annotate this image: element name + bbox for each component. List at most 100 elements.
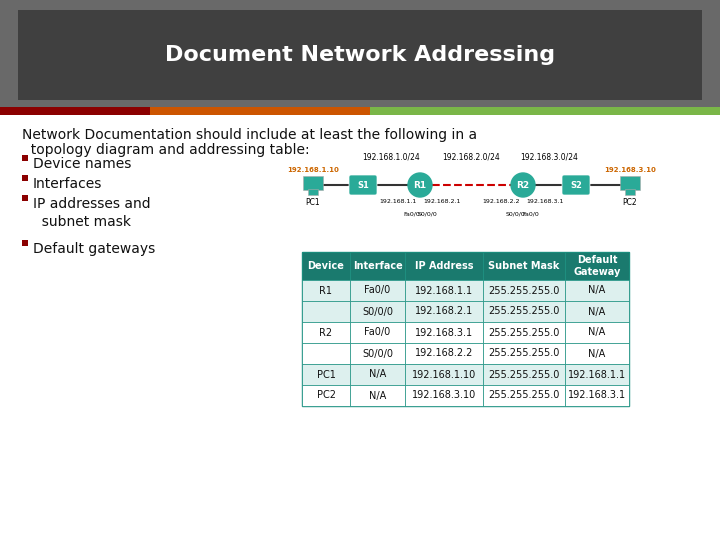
- Bar: [405, 364, 483, 385]
- Bar: [308, 189, 318, 195]
- Text: Device names: Device names: [33, 157, 131, 171]
- Bar: [302, 301, 350, 322]
- Text: 192.168.1.0/24: 192.168.1.0/24: [363, 152, 420, 161]
- Text: 255.255.255.0: 255.255.255.0: [488, 369, 559, 380]
- Text: PC1: PC1: [306, 198, 320, 207]
- Bar: [22, 195, 28, 201]
- Text: 192.168.1.1: 192.168.1.1: [415, 286, 473, 295]
- Text: Default
Gateway: Default Gateway: [573, 255, 621, 277]
- Text: Fa0/0: Fa0/0: [364, 286, 391, 295]
- Text: 192.168.2.2: 192.168.2.2: [482, 199, 520, 204]
- Text: 192.168.3.10: 192.168.3.10: [604, 167, 656, 173]
- Bar: [302, 385, 350, 406]
- Text: N/A: N/A: [588, 286, 606, 295]
- Text: Fa0/0: Fa0/0: [404, 211, 420, 216]
- Bar: [483, 280, 565, 301]
- Bar: [483, 322, 565, 343]
- Text: 192.168.3.1: 192.168.3.1: [568, 390, 626, 401]
- Text: 192.168.1.1: 192.168.1.1: [568, 369, 626, 380]
- Text: N/A: N/A: [369, 369, 386, 380]
- Text: R2: R2: [320, 327, 333, 338]
- Bar: [483, 301, 565, 322]
- Bar: [370, 107, 720, 115]
- Bar: [302, 322, 350, 343]
- Text: R1: R1: [320, 286, 333, 295]
- Text: IP Address: IP Address: [415, 261, 473, 271]
- Bar: [0, 107, 150, 115]
- Bar: [483, 343, 565, 364]
- Text: 255.255.255.0: 255.255.255.0: [488, 286, 559, 295]
- Bar: [405, 301, 483, 322]
- Text: S0/0/0: S0/0/0: [362, 348, 393, 359]
- Bar: [302, 252, 350, 280]
- Bar: [565, 280, 629, 301]
- Text: N/A: N/A: [369, 390, 386, 401]
- Text: S0/0/0: S0/0/0: [418, 211, 438, 216]
- Text: N/A: N/A: [588, 348, 606, 359]
- Bar: [350, 385, 405, 406]
- Text: 255.255.255.0: 255.255.255.0: [488, 327, 559, 338]
- Bar: [302, 364, 350, 385]
- Bar: [22, 175, 28, 181]
- Bar: [22, 155, 28, 161]
- Text: 255.255.255.0: 255.255.255.0: [488, 348, 559, 359]
- Bar: [620, 176, 640, 190]
- Text: R1: R1: [413, 180, 426, 190]
- Text: 192.168.3.0/24: 192.168.3.0/24: [521, 152, 578, 161]
- Bar: [565, 322, 629, 343]
- Text: S2: S2: [570, 180, 582, 190]
- Bar: [302, 252, 629, 406]
- Bar: [405, 322, 483, 343]
- Text: Interface: Interface: [353, 261, 402, 271]
- Text: PC2: PC2: [623, 198, 637, 207]
- Bar: [0, 0, 720, 110]
- Text: 192.168.3.1: 192.168.3.1: [415, 327, 473, 338]
- Bar: [565, 385, 629, 406]
- Text: topology diagram and addressing table:: topology diagram and addressing table:: [22, 143, 310, 157]
- Bar: [405, 252, 483, 280]
- Bar: [350, 364, 405, 385]
- Text: Fa0/0: Fa0/0: [523, 211, 539, 216]
- Bar: [565, 364, 629, 385]
- Text: Network Documentation should include at least the following in a: Network Documentation should include at …: [22, 128, 477, 142]
- Text: PC2: PC2: [317, 390, 336, 401]
- Text: 192.168.2.1: 192.168.2.1: [415, 307, 473, 316]
- Bar: [350, 322, 405, 343]
- Bar: [350, 301, 405, 322]
- Text: 255.255.255.0: 255.255.255.0: [488, 390, 559, 401]
- Text: IP addresses and: IP addresses and: [33, 197, 150, 211]
- Text: N/A: N/A: [588, 327, 606, 338]
- Text: Interfaces: Interfaces: [33, 177, 102, 191]
- Bar: [302, 343, 350, 364]
- Bar: [565, 301, 629, 322]
- Text: S0/0/0: S0/0/0: [505, 211, 525, 216]
- Text: Subnet Mask: Subnet Mask: [488, 261, 559, 271]
- Bar: [483, 252, 565, 280]
- Text: S0/0/0: S0/0/0: [362, 307, 393, 316]
- Text: 192.168.1.10: 192.168.1.10: [287, 167, 339, 173]
- Bar: [350, 343, 405, 364]
- Bar: [303, 176, 323, 190]
- Text: 192.168.3.1: 192.168.3.1: [526, 199, 563, 204]
- Circle shape: [408, 173, 432, 197]
- Text: 192.168.1.10: 192.168.1.10: [412, 369, 476, 380]
- Bar: [22, 240, 28, 246]
- Bar: [483, 364, 565, 385]
- Text: 255.255.255.0: 255.255.255.0: [488, 307, 559, 316]
- Text: Document Network Addressing: Document Network Addressing: [165, 45, 555, 65]
- Text: Default gateways: Default gateways: [33, 242, 156, 256]
- Text: 192.168.2.1: 192.168.2.1: [423, 199, 460, 204]
- Text: 192.168.2.2: 192.168.2.2: [415, 348, 473, 359]
- FancyBboxPatch shape: [562, 175, 590, 195]
- Bar: [565, 252, 629, 280]
- Text: 192.168.3.10: 192.168.3.10: [412, 390, 476, 401]
- Text: subnet mask: subnet mask: [33, 215, 131, 229]
- Text: N/A: N/A: [588, 307, 606, 316]
- Bar: [483, 385, 565, 406]
- Bar: [350, 280, 405, 301]
- Bar: [405, 280, 483, 301]
- Text: R2: R2: [516, 180, 530, 190]
- Bar: [150, 107, 370, 115]
- Text: Device: Device: [307, 261, 344, 271]
- FancyBboxPatch shape: [349, 175, 377, 195]
